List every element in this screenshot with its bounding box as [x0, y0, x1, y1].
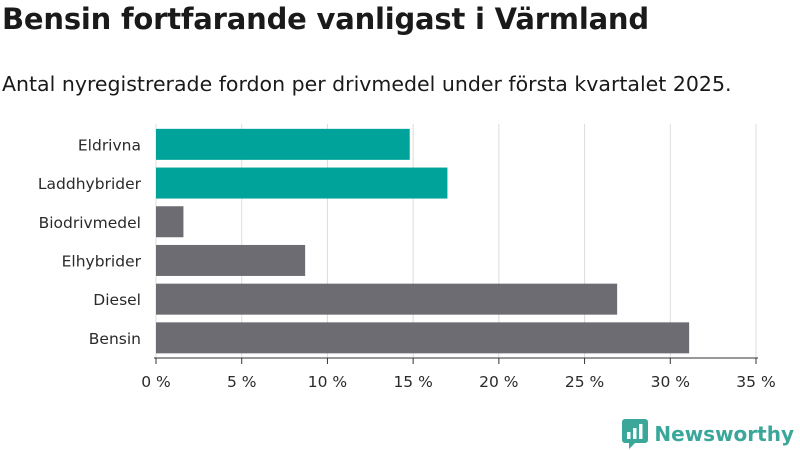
category-label: Laddhybrider: [38, 175, 142, 193]
x-tick-label: 25 %: [565, 373, 604, 391]
x-tick-label: 15 %: [393, 373, 432, 391]
bar-chart-logo-icon: [622, 419, 649, 449]
bar: [156, 322, 690, 354]
brand-logo: Newsworthy: [622, 419, 794, 449]
x-tick-label: 20 %: [479, 373, 518, 391]
category-label: Eldrivna: [78, 136, 141, 154]
bar: [156, 283, 618, 315]
x-tick-label: 35 %: [736, 373, 775, 391]
x-tick-label: 0 %: [141, 373, 171, 391]
x-tick-label: 30 %: [651, 373, 690, 391]
bar: [156, 206, 184, 238]
category-label: Bensin: [89, 330, 141, 348]
category-label: Diesel: [93, 291, 141, 309]
bar: [156, 128, 410, 160]
chart-subtitle: Antal nyregistrerade fordon per drivmede…: [2, 72, 732, 96]
bar: [156, 244, 306, 276]
bar: [156, 167, 448, 199]
chart-title: Bensin fortfarande vanligast i Värmland: [2, 2, 649, 36]
x-tick-label: 10 %: [308, 373, 347, 391]
category-label: Biodrivmedel: [39, 214, 141, 232]
brand-name: Newsworthy: [654, 422, 794, 446]
category-label: Elhybrider: [62, 252, 142, 270]
bar-chart: 0 % 5 % 10 % 15 % 20 % 25 % 30 % 35 % Eldrivna La…: [38, 124, 776, 391]
x-tick-label: 5 %: [227, 373, 257, 391]
